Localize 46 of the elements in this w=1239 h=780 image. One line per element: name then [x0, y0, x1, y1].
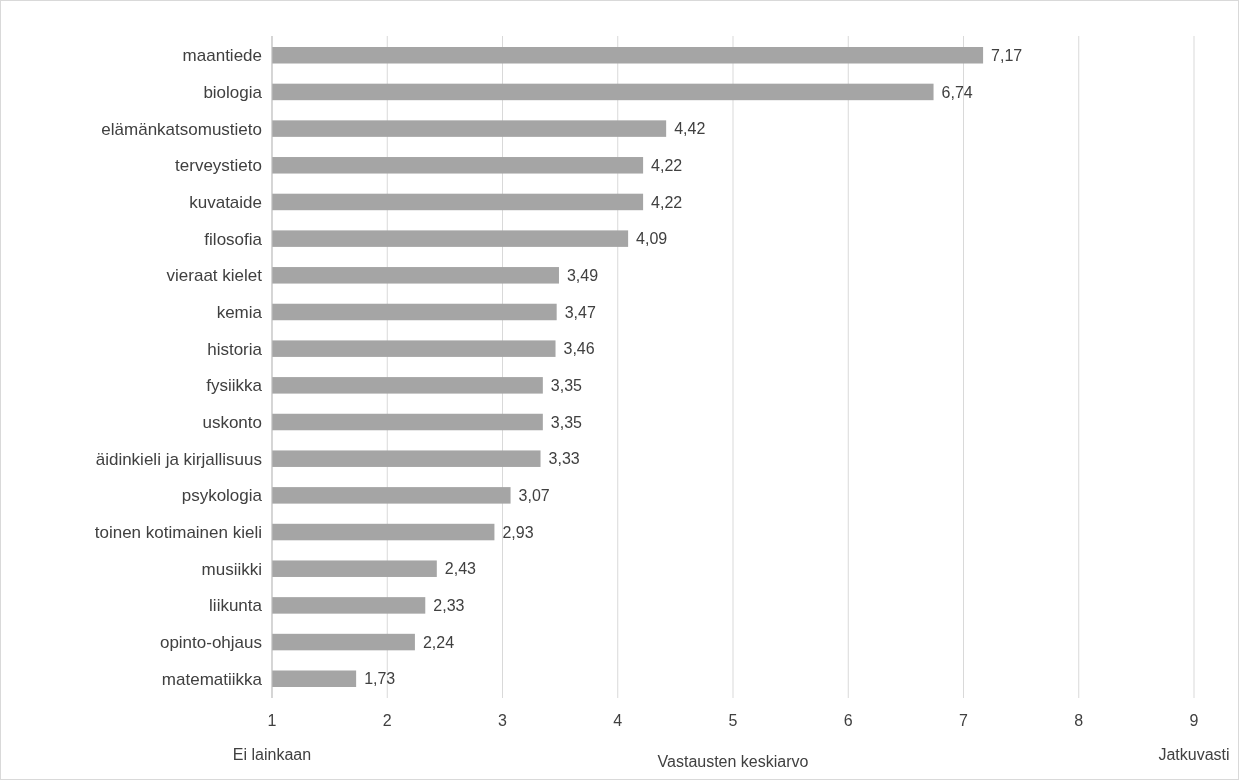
data-label: 2,24	[422, 633, 455, 651]
y-tick-label: vieraat kielet	[166, 266, 263, 286]
x-tick-label: 7	[959, 712, 969, 729]
data-label: 4,22	[651, 156, 683, 174]
data-label: 4,09	[636, 230, 668, 248]
x-axis-title: Vastausten keskiarvo	[657, 753, 809, 770]
y-tick-label: fysiikka	[206, 376, 263, 396]
x-tick-label: 2	[382, 712, 392, 729]
data-label: 3,46	[563, 340, 595, 358]
data-label: 1,73	[364, 670, 396, 688]
data-label: 2,43	[444, 560, 477, 578]
x-tick-label: 3	[498, 712, 508, 729]
x-tick-label: 9 Jatkuvasti	[1158, 712, 1230, 763]
x-tick-label: 5	[728, 712, 738, 729]
y-tick-label: elämänkatsomustieto	[101, 119, 262, 139]
y-tick-label: terveystieto	[175, 156, 262, 176]
y-tick-label: filosofia	[204, 229, 263, 249]
data-label: 3,35	[550, 376, 583, 394]
y-tick-label: kemia	[216, 302, 263, 322]
y-tick-label: matematiikka	[161, 669, 263, 689]
x-tick-label: 4	[613, 712, 623, 729]
data-label: 3,33	[548, 450, 580, 468]
y-tick-label: historia	[207, 339, 263, 359]
y-tick-label: musiikki	[201, 559, 262, 579]
data-label: 6,74	[941, 83, 973, 101]
y-tick-label: liikunta	[209, 596, 263, 616]
x-tick-label: 6	[843, 712, 853, 729]
data-label: 3,07	[518, 486, 550, 504]
y-tick-label: biologia	[203, 82, 263, 102]
data-label: 2,93	[502, 523, 534, 541]
x-tick-label: 1 Ei lainkaan	[232, 712, 312, 763]
y-tick-label: äidinkieli ja kirjallisuus	[95, 449, 262, 469]
data-label: 3,47	[564, 303, 596, 321]
y-tick-label: uskonto	[202, 412, 262, 432]
data-label: 3,49	[566, 266, 599, 284]
data-label: 2,33	[433, 596, 465, 614]
y-tick-label: kuvataide	[189, 192, 262, 212]
data-label: 7,17	[991, 46, 1023, 64]
y-tick-label: toinen kotimainen kieli	[94, 522, 262, 542]
data-label: 4,42	[674, 120, 706, 138]
y-tick-label: maantiede	[182, 46, 262, 66]
data-label: 3,35	[550, 413, 583, 431]
data-label: 4,22	[651, 193, 683, 211]
y-tick-label: opinto-ohjaus	[159, 633, 262, 653]
y-tick-label: psykologia	[181, 486, 263, 506]
x-tick-label: 8	[1074, 712, 1084, 729]
